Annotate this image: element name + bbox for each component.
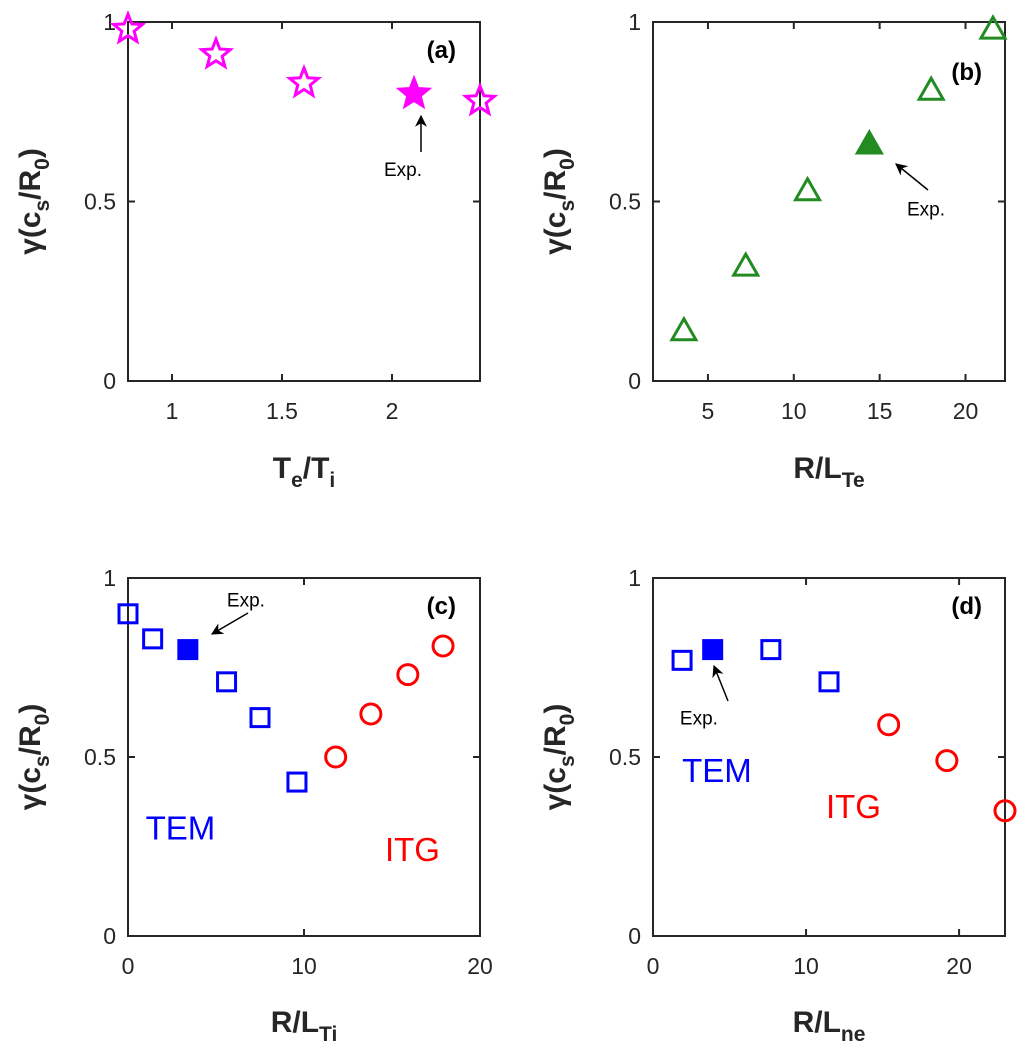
panel-label: (b) [951,59,982,86]
x-tick-label: 1 [166,398,179,424]
region-label: TEM [146,809,216,846]
region-label: TEM [682,752,752,789]
data-point-triangle [978,14,1008,40]
y-tick-label: 0 [628,923,641,949]
data-point-triangle [669,315,699,342]
data-point-triangle [792,175,823,202]
x-tick-label: 10 [793,953,819,979]
y-axis-label: γ(cs/R0) [14,704,54,811]
y-tick-label: 0 [103,368,116,394]
data-point-star [395,74,433,110]
data-point-circle [396,663,420,687]
x-axis-label: R/LTi [271,1006,338,1046]
chart-panel: 0 10 20 0 0.5 1 R/LTi γ(cs/R0) (c) Exp. TEM ITG [14,565,493,1046]
data-point-circle [877,713,901,737]
data-point-triangle [916,75,946,101]
x-tick-label: 0 [122,953,135,979]
x-axis-label: Te/Ti [273,452,336,492]
annotation-text: Exp. [680,709,718,730]
y-tick-label: 0.5 [84,189,116,215]
data-point-square [286,771,308,793]
y-tick-label: 1 [628,9,641,35]
y-tick-label: 0.5 [609,189,641,215]
y-tick-label: 1 [628,565,641,591]
data-point-star [109,10,147,45]
annotation-text: Exp. [384,160,422,181]
annotation-text: Exp. [227,590,265,611]
data-point-circle [431,634,455,658]
x-tick-label: 5 [702,398,715,424]
data-point-square [249,707,271,729]
y-tick-label: 0.5 [609,744,641,770]
x-tick-label: 0 [647,953,660,979]
y-axis-label: γ(cs/R0) [539,148,579,255]
panel-label: (a) [427,37,456,64]
region-label: ITG [385,831,440,868]
data-point-square [142,628,164,650]
x-tick-label: 20 [946,953,972,979]
y-tick-label: 0.5 [84,744,116,770]
data-point-square [760,639,782,661]
y-tick-label: 1 [103,9,116,35]
x-tick-label: 10 [781,398,807,424]
data-point-circle [935,749,959,773]
data-point-triangle [731,251,761,277]
chart-panel: 0 10 20 0 0.5 1 R/Lne γ(cs/R0) (d) Exp. TEM ITG [539,565,1017,1046]
x-tick-label: 20 [953,398,979,424]
chart-panel: 5 10 15 20 0 0.5 1 R/LTe γ(cs/R0) (b) Exp. [539,9,1008,492]
axes-box [127,21,481,382]
x-axis-label: R/LTe [793,452,864,492]
data-point-circle [993,799,1017,823]
panel-label: (d) [951,593,982,620]
x-tick-label: 2 [386,398,399,424]
data-point-star [285,63,323,99]
annotation-text: Exp. [907,200,945,221]
data-point-square [177,639,199,661]
data-point-star [197,35,235,70]
data-point-square [216,671,238,693]
region-label: ITG [826,788,881,825]
data-point-square [671,649,693,671]
chart-panel: 1 1.5 2 0 0.5 1 Te/Ti γ(cs/R0) (a) Exp. [14,9,499,492]
axes-box [127,577,481,937]
data-point-square [818,671,840,693]
x-tick-label: 1.5 [266,398,298,424]
x-axis-label: R/Lne [793,1006,866,1046]
x-tick-label: 15 [867,398,893,424]
y-tick-label: 0 [628,368,641,394]
y-tick-label: 1 [103,565,116,591]
data-point-star [461,81,499,117]
annotation-arrow [712,664,729,702]
y-tick-label: 0 [103,923,116,949]
data-point-circle [324,745,348,769]
annotation-arrow [210,612,249,635]
data-point-triangle [854,129,884,155]
y-axis-label: γ(cs/R0) [14,148,54,255]
x-tick-label: 20 [467,953,493,979]
annotation-arrow [895,163,929,191]
data-point-square [702,639,724,661]
data-point-square [117,603,139,625]
x-tick-label: 10 [291,953,317,979]
y-axis-label: γ(cs/R0) [539,704,579,811]
panel-label: (c) [427,593,456,620]
data-point-circle [359,702,383,726]
